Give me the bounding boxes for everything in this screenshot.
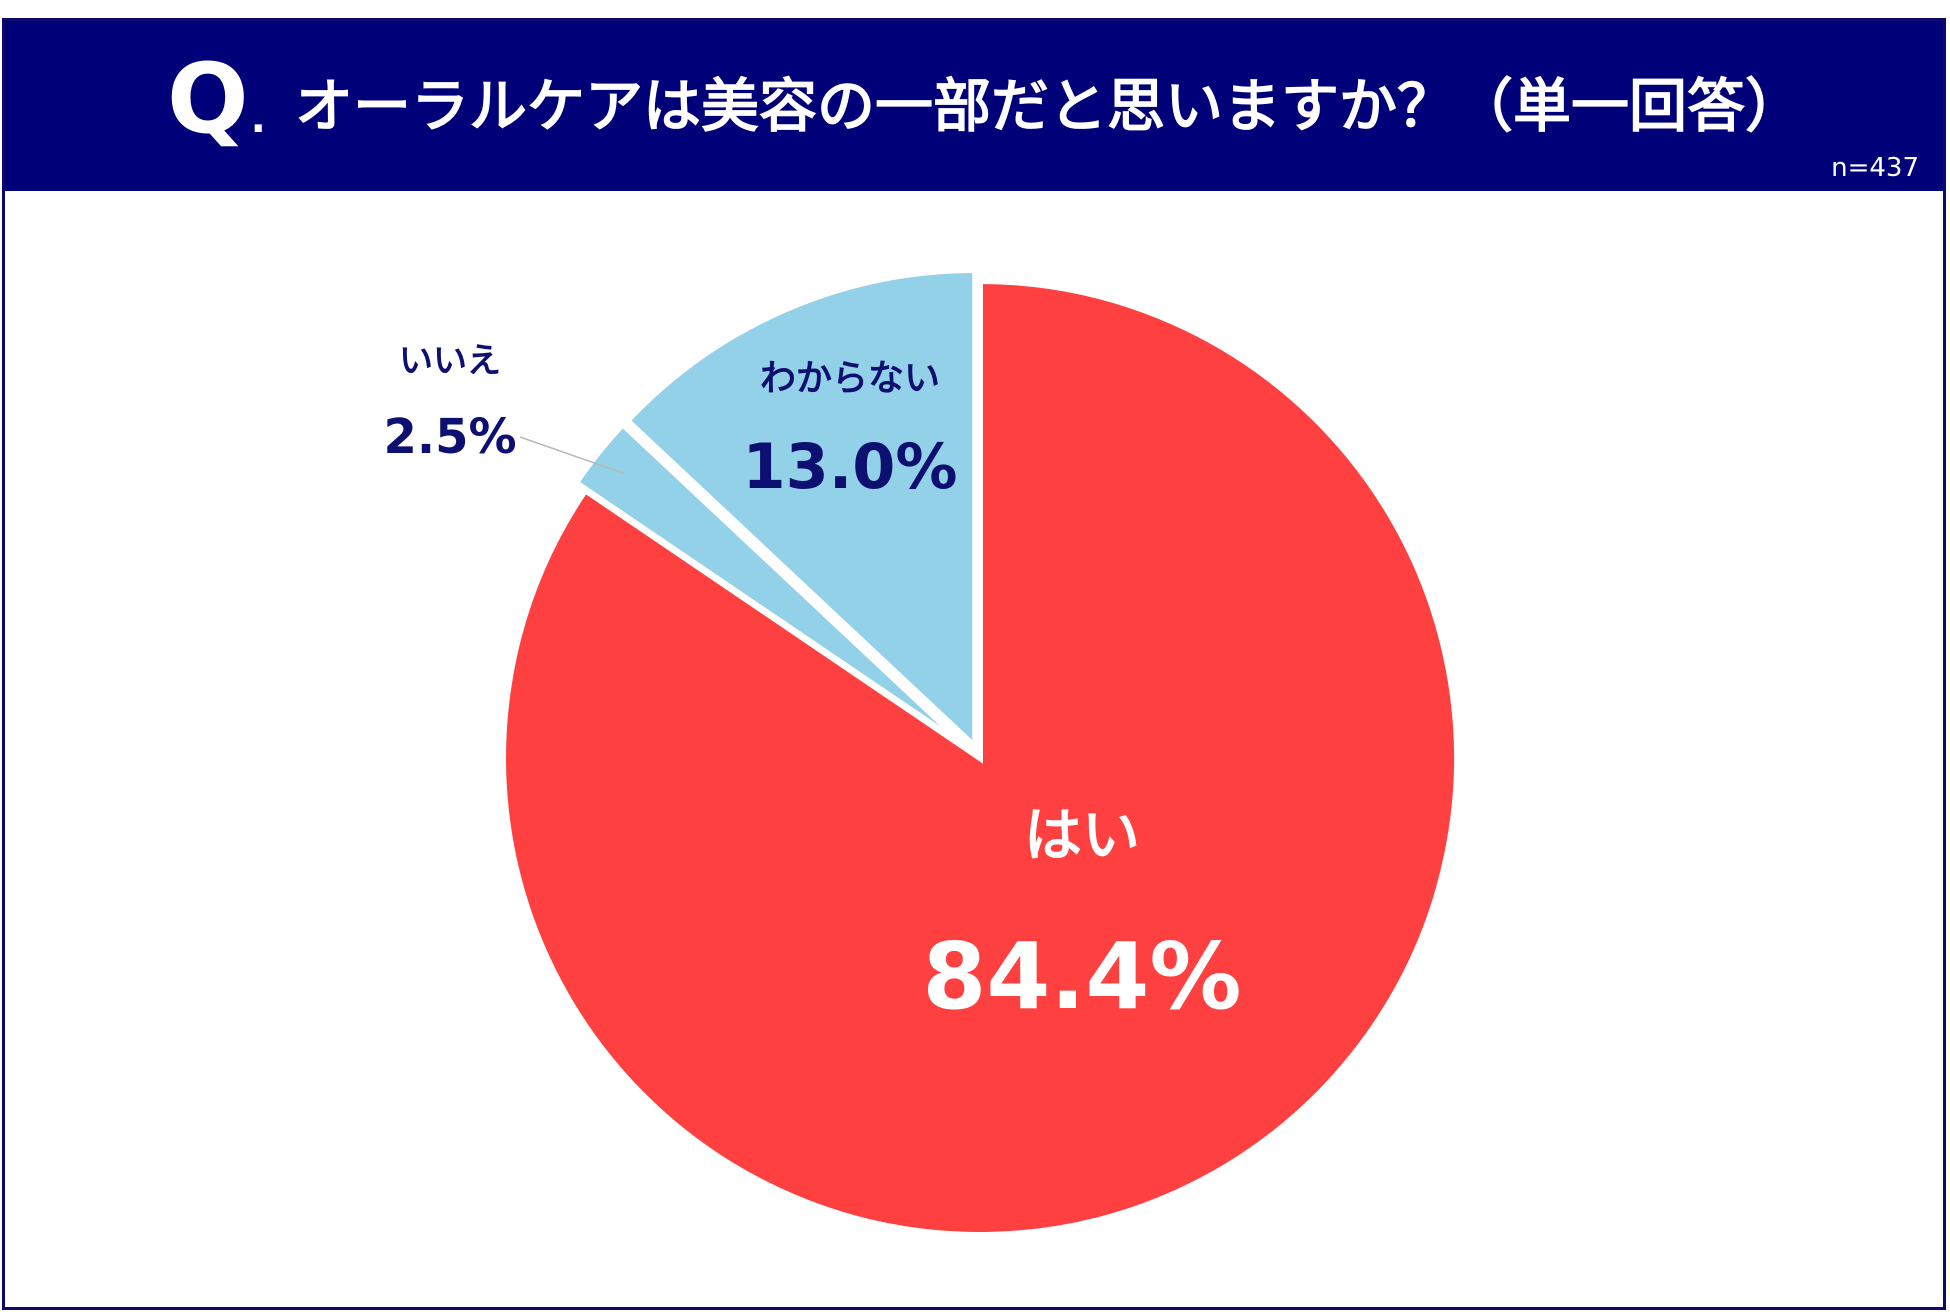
pie-slice-3: [623, 266, 979, 754]
slice-value-label-1: 84.4%: [922, 923, 1241, 1030]
slice-category-label-2: いいえ: [399, 341, 501, 381]
pie-slices: [500, 266, 1460, 1238]
slice-category-label-1: はい: [1024, 801, 1140, 869]
pie-slice-1: [500, 277, 1460, 1238]
slice-value-label-2: 2.5%: [383, 409, 516, 465]
slice-category-label-3: わからない: [760, 358, 940, 399]
sample-size-label: n=437: [1831, 153, 1919, 183]
pie-labels: はい 84.4% いいえ 2.5% わからない 13.0%: [383, 341, 1241, 1030]
question-title: オーラルケアは美容の一部だと思いますか？（単一回答）: [295, 72, 1804, 140]
leader-line-2: [519, 436, 625, 475]
pie-slice-2: [571, 420, 973, 753]
slice-value-label-3: 13.0%: [742, 430, 957, 503]
question-header: Q. オーラルケアは美容の一部だと思いますか？（単一回答） n=437: [5, 21, 1943, 191]
